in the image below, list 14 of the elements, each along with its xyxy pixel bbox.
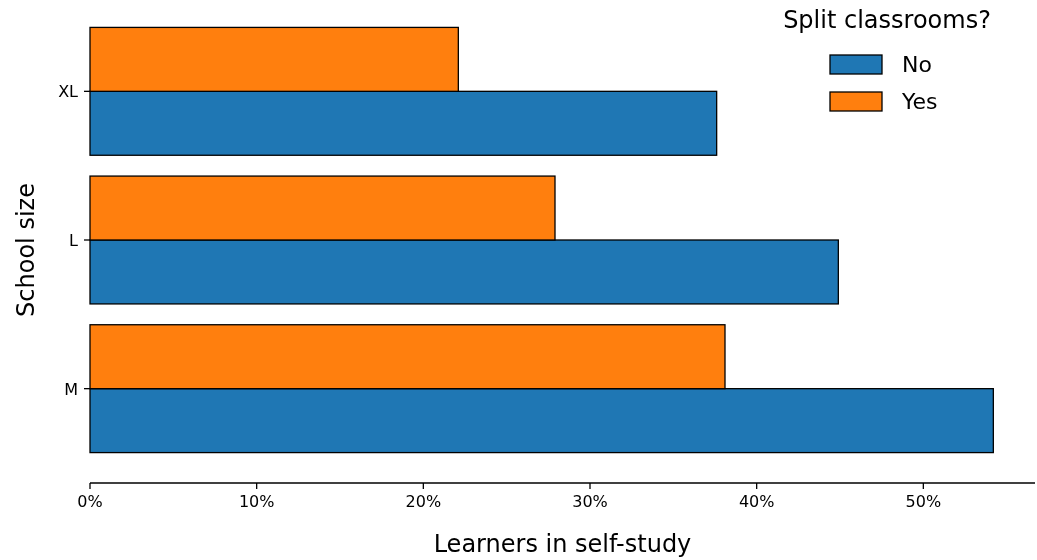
- y-axis-title: School size: [12, 183, 40, 317]
- x-tick-label: 30%: [572, 492, 608, 511]
- y-tick-label: M: [64, 379, 78, 399]
- x-tick-label: 40%: [738, 492, 775, 511]
- legend-label: No: [902, 52, 932, 77]
- legend-label: Yes: [901, 89, 938, 114]
- x-tick-label: 20%: [405, 492, 442, 511]
- y-tick-label: XL: [58, 82, 79, 102]
- x-tick-label: 10%: [238, 492, 275, 511]
- x-tick-label: 0%: [77, 492, 103, 511]
- legend-title: Split classrooms?: [783, 6, 991, 34]
- x-tick-label: 50%: [905, 492, 942, 511]
- x-axis-title: Learners in self-study: [433, 530, 692, 558]
- y-tick-label: L: [69, 231, 79, 250]
